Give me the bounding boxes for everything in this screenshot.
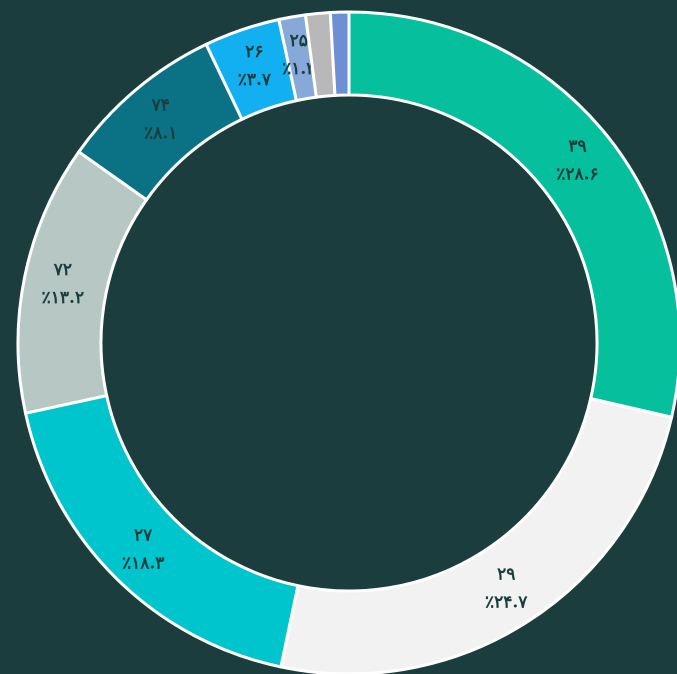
slice-label: ۷۴ [151,95,170,115]
slice-value-label: ٪۸.۱ [144,123,177,143]
slice-label: ۲۶ [245,42,263,62]
slice-value-label: ٪۱.۳ [282,59,315,79]
slice-value-label: ٪۳.۷ [238,70,272,90]
slice-label: ۳۹ [568,137,586,157]
donut-slice [328,10,351,97]
slice-value-label: ٪۲۴.۷ [485,593,528,613]
slice-label: ۷۲ [53,260,72,280]
slice-label: ۲۹ [497,565,515,585]
slice-value-label: ٪۱۳.۲ [42,288,84,308]
slice-label: ۲۷ [134,526,153,546]
donut-slice [347,10,677,420]
slice-value-label: ٪۲۸.۶ [556,165,598,185]
slice-label: ۲۵ [290,31,308,51]
slice-value-label: ٪۱۸.۳ [122,554,164,574]
